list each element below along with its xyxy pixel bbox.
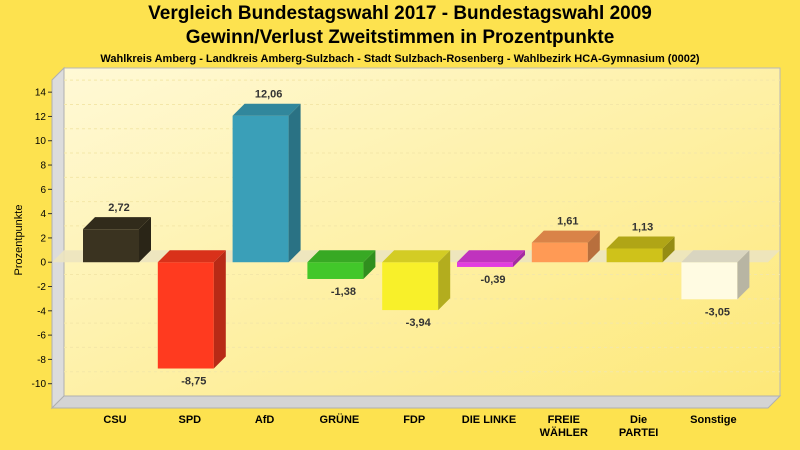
category-label: CSU bbox=[103, 414, 126, 426]
chart-subtitle: Wahlkreis Amberg - Landkreis Amberg-Sulz… bbox=[100, 53, 700, 65]
category-label: GRÜNE bbox=[320, 413, 360, 426]
category-label: Sonstige bbox=[690, 414, 736, 426]
bar-side bbox=[213, 250, 226, 369]
y-axis-ticks: 14 12 10 8 6 4 2 0 -2 -4 -6 -8 -10 bbox=[32, 88, 52, 390]
y-tick-label: 14 bbox=[35, 88, 47, 99]
bar-top bbox=[382, 250, 451, 263]
bar-fdp bbox=[382, 250, 451, 311]
bar-die-linke bbox=[457, 250, 525, 267]
bar-front bbox=[606, 248, 663, 263]
category-label: FREIE bbox=[548, 414, 580, 426]
bar-csu bbox=[83, 217, 151, 263]
bar-sonstige bbox=[681, 250, 750, 300]
bar-side bbox=[737, 250, 750, 300]
plot-floor bbox=[50, 395, 782, 409]
y-tick-label: 8 bbox=[40, 161, 46, 172]
chart-title: Vergleich Bundestagswahl 2017 - Bundesta… bbox=[148, 3, 652, 24]
category-label: DIE LINKE bbox=[462, 414, 516, 426]
chart-title-line2: Gewinn/Verlust Zweitstimmen in Prozentpu… bbox=[185, 27, 615, 48]
category-label: Die bbox=[630, 414, 647, 426]
value-label: -3,05 bbox=[705, 306, 730, 318]
bar-front bbox=[83, 229, 139, 263]
category-label: AfD bbox=[255, 414, 275, 426]
bar-freie-w-hler bbox=[531, 230, 600, 263]
bar-top bbox=[531, 230, 600, 243]
category-label: PARTEI bbox=[619, 427, 659, 439]
bar-front bbox=[157, 262, 214, 369]
y-axis-label: Prozentpunkte bbox=[13, 205, 25, 276]
y-tick-label: -2 bbox=[37, 282, 46, 293]
bars bbox=[83, 103, 750, 369]
value-label: 1,61 bbox=[557, 216, 578, 228]
bar-top bbox=[457, 250, 525, 263]
bar-side bbox=[363, 250, 376, 279]
bar-top bbox=[83, 217, 151, 230]
y-tick-label: 2 bbox=[40, 233, 46, 244]
bar-front bbox=[307, 262, 364, 279]
bar-front bbox=[531, 242, 588, 263]
y-tick-label: 12 bbox=[35, 112, 47, 123]
value-label: 12,06 bbox=[255, 89, 283, 101]
bar-gr-ne bbox=[307, 250, 376, 279]
bar-front bbox=[232, 115, 289, 263]
bar-side bbox=[587, 230, 600, 263]
bar-side bbox=[288, 103, 301, 263]
bar-top bbox=[307, 250, 376, 263]
bar-top bbox=[157, 250, 226, 263]
value-label: 1,13 bbox=[632, 221, 653, 233]
bar-top bbox=[606, 236, 675, 249]
y-tick-label: 4 bbox=[40, 209, 46, 220]
y-tick-label: -8 bbox=[37, 355, 46, 366]
bar-front bbox=[681, 262, 738, 300]
bar-front bbox=[382, 262, 439, 311]
value-label: -1,38 bbox=[331, 286, 356, 298]
y-tick-label: -6 bbox=[37, 331, 46, 342]
bar-top bbox=[681, 250, 750, 263]
bar-side bbox=[139, 217, 151, 263]
bar-top bbox=[232, 103, 301, 116]
bar-side bbox=[662, 236, 675, 263]
value-label: -3,94 bbox=[406, 317, 432, 329]
bar-spd bbox=[157, 250, 226, 369]
bar-afd bbox=[232, 103, 301, 263]
category-label: FDP bbox=[403, 414, 425, 426]
y-tick-label: -4 bbox=[37, 306, 46, 317]
y-tick-label: 6 bbox=[40, 185, 46, 196]
bar-side bbox=[438, 250, 451, 311]
category-label: WÄHLER bbox=[540, 426, 588, 439]
category-label: SPD bbox=[178, 414, 201, 426]
value-label: -0,39 bbox=[480, 274, 505, 286]
plot-left-wall bbox=[51, 66, 65, 410]
y-tick-label: 10 bbox=[35, 136, 47, 147]
value-label: -8,75 bbox=[181, 376, 206, 388]
value-label: 2,72 bbox=[108, 202, 129, 214]
value-labels: 2,72 -8,75 12,06 -1,38 -3,94 -0,39 1,61 1,13 -3,… bbox=[108, 89, 730, 388]
bar-front bbox=[457, 262, 513, 267]
y-tick-label: 0 bbox=[40, 258, 46, 269]
bar-die-partei bbox=[606, 236, 675, 263]
y-tick-label: -10 bbox=[32, 379, 47, 390]
bar-side bbox=[513, 250, 525, 267]
